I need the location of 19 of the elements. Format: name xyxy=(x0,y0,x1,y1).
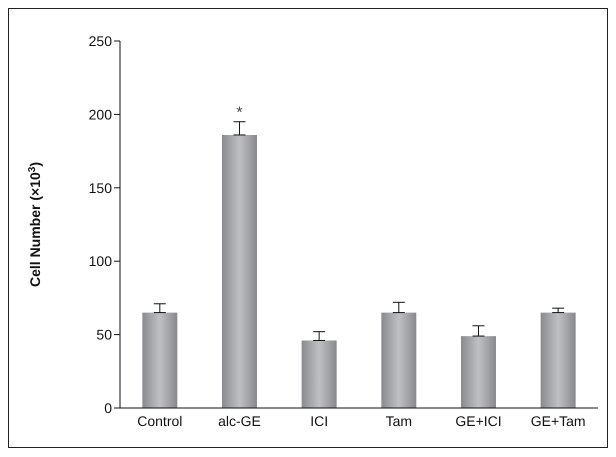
y-tick-label: 50 xyxy=(96,326,112,343)
y-tick-label: 250 xyxy=(88,32,112,49)
bar xyxy=(222,134,257,408)
x-tick-label: Control xyxy=(137,412,182,429)
y-tick-label: 100 xyxy=(88,253,112,270)
x-tick-label: alc-GE xyxy=(218,412,261,429)
x-tick-label: ICI xyxy=(310,412,328,429)
x-tick-label: GE+ICI xyxy=(455,412,502,429)
y-tick-label: 150 xyxy=(88,180,112,196)
bar xyxy=(460,336,496,408)
y-tick-label: 0 xyxy=(104,400,112,416)
x-tick-label: Tam xyxy=(386,412,412,429)
bar xyxy=(142,312,178,408)
bar xyxy=(540,312,576,408)
y-tick-label: 200 xyxy=(88,106,112,122)
bar xyxy=(381,312,416,408)
x-tick-label: GE+Tam xyxy=(530,412,586,429)
annotation: * xyxy=(236,104,243,122)
bar xyxy=(302,340,337,408)
